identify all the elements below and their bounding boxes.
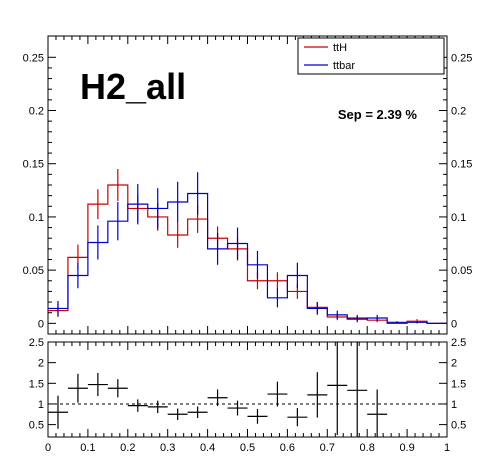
- top-y-tick-label-right: 0: [451, 318, 457, 330]
- ratio-y-tick-label-right: 0.5: [451, 420, 466, 432]
- ratio-x-tick-label: 1: [444, 442, 450, 454]
- ratio-y-tick-label-left: 1: [38, 399, 44, 411]
- top-distribution-panel: 0 0 0.05 0.05 0.1 0.1 0.15 0.15 0.2 0.2 0.25 0.25 H2…: [23, 36, 473, 334]
- top-y-tick-label-left: 0: [38, 318, 44, 330]
- ratio-x-tick-label: 0.2: [120, 442, 135, 454]
- ratio-x-tick-label: 0.7: [320, 442, 335, 454]
- ratio-points: [48, 336, 387, 440]
- top-y-tick-label-right: 0.25: [451, 52, 472, 64]
- top-y-tick-label-right: 0.15: [451, 159, 472, 171]
- ratio-y-tick-label-right: 1: [451, 399, 457, 411]
- ratio-y-tick-label-left: 1.5: [29, 378, 44, 390]
- ratio-x-tick-label: 0.3: [160, 442, 175, 454]
- ratio-y-tick-label-right: 2: [451, 358, 457, 370]
- legend-label-ttH: ttH: [333, 42, 347, 54]
- ratio-y-tick-label-left: 2: [38, 358, 44, 370]
- ratio-y-tick-label-left: 2.5: [29, 337, 44, 349]
- top-y-tick-label-left: 0.25: [23, 52, 44, 64]
- ratio-x-tick-label: 0.4: [200, 442, 215, 454]
- ratio-y-tick-label-right: 2.5: [451, 337, 466, 349]
- ratio-x-tick-label: 0: [45, 442, 51, 454]
- ratio-plot-frame: [48, 342, 447, 437]
- top-y-tick-label-left: 0.15: [23, 159, 44, 171]
- plot-title: H2_all: [80, 66, 186, 107]
- ratio-x-tick-label: 0.6: [280, 442, 295, 454]
- top-y-tick-label-right: 0.1: [451, 212, 466, 224]
- ratio-x-tick-label: 0.1: [80, 442, 95, 454]
- legend: ttH ttbar: [298, 38, 444, 74]
- top-y-tick-label-left: 0.1: [29, 212, 44, 224]
- top-y-tick-label-right: 0.2: [451, 106, 466, 118]
- top-y-tick-label-right: 0.05: [451, 265, 472, 277]
- ratio-x-tick-label: 0.5: [240, 442, 255, 454]
- separation-annotation: Sep = 2.39 %: [338, 107, 418, 122]
- ratio-x-tick-label: 0.9: [399, 442, 414, 454]
- ratio-x-tick-label: 0.8: [360, 442, 375, 454]
- legend-box: [298, 38, 444, 74]
- top-y-tick-label-left: 0.05: [23, 265, 44, 277]
- top-y-tick-label-left: 0.2: [29, 106, 44, 118]
- ratio-y-tick-label-right: 1.5: [451, 378, 466, 390]
- ratio-panel: 0.5 0.51 11.5 1.52 22.5 2.50 0.1 0.2 0.3 0.4 0.5 0.…: [29, 336, 467, 454]
- legend-label-ttbar: ttbar: [333, 60, 355, 72]
- ratio-y-tick-label-left: 0.5: [29, 420, 44, 432]
- series-line-ttbar: [48, 194, 447, 324]
